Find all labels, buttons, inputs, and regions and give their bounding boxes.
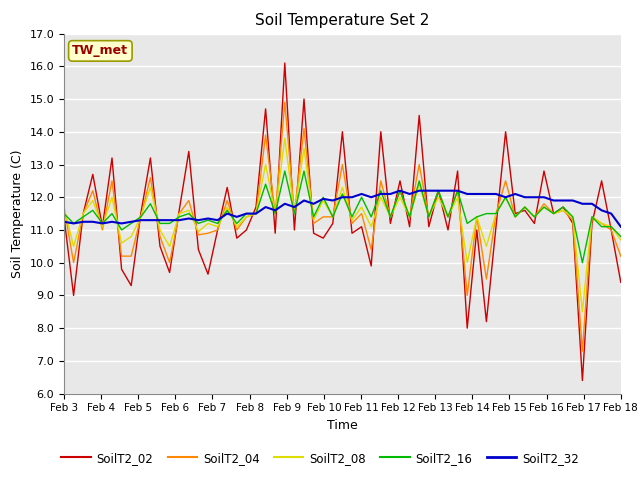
- Text: TW_met: TW_met: [72, 44, 129, 58]
- Title: Soil Temperature Set 2: Soil Temperature Set 2: [255, 13, 429, 28]
- Legend: SoilT2_02, SoilT2_04, SoilT2_08, SoilT2_16, SoilT2_32: SoilT2_02, SoilT2_04, SoilT2_08, SoilT2_…: [56, 447, 584, 469]
- X-axis label: Time: Time: [327, 419, 358, 432]
- Y-axis label: Soil Temperature (C): Soil Temperature (C): [11, 149, 24, 278]
